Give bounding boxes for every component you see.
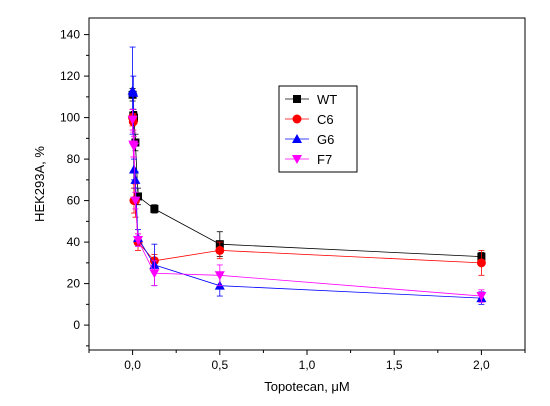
- data-point-c6: [215, 245, 225, 255]
- data-point-f7: [149, 269, 160, 279]
- data-point-f7: [128, 142, 139, 152]
- legend-marker-wt: [293, 95, 301, 103]
- plot-frame: [88, 17, 526, 351]
- data-point-wt: [134, 192, 143, 201]
- x-tick-label: 1,5: [386, 358, 403, 372]
- y-tick-label: 80: [67, 152, 81, 166]
- y-tick-label: 120: [60, 69, 80, 83]
- x-tick-label: 1,0: [299, 358, 316, 372]
- data-point-f7: [214, 271, 225, 281]
- y-tick-label: 20: [67, 277, 81, 291]
- y-tick-label: 60: [67, 194, 81, 208]
- data-point-g6: [130, 174, 141, 184]
- legend-label-f7: F7: [317, 152, 332, 167]
- legend-label-c6: C6: [317, 112, 334, 127]
- data-point-f7: [476, 292, 487, 302]
- x-tick-label: 0,5: [211, 358, 228, 372]
- axes-layer: 0,0 0,5 1,0 1,5 2,0 0 20 40 60 80 100 120 140 Topotec…: [32, 17, 526, 394]
- legend-label-wt: WT: [317, 92, 337, 107]
- data-point-f7: [133, 236, 144, 246]
- data-point-g6: [128, 87, 139, 97]
- y-axis-title: HEK293A, %: [32, 146, 47, 222]
- y-tick-label: 0: [73, 318, 80, 332]
- series-f7: [127, 108, 487, 303]
- x-axis-title: Topotecan, μM: [264, 379, 350, 394]
- data-point-f7: [130, 196, 141, 206]
- legend-box: [278, 85, 358, 173]
- legend-marker-g6: [292, 134, 302, 143]
- x-tick-label: 0,0: [124, 358, 141, 372]
- x-tick-label: 2,0: [473, 358, 490, 372]
- data-point-c6: [476, 258, 486, 268]
- legend-marker-c6: [292, 114, 302, 124]
- data-point-wt: [150, 204, 159, 213]
- data-point-g6: [128, 164, 139, 174]
- legend-marker-f7: [292, 155, 302, 164]
- legend-layer: WT C6 G6 F7: [278, 85, 358, 173]
- legend-label-g6: G6: [317, 132, 334, 147]
- y-tick-label: 100: [60, 111, 80, 125]
- y-tick-label: 40: [67, 235, 81, 249]
- data-point-f7: [127, 115, 138, 125]
- y-tick-label: 140: [60, 28, 80, 42]
- series-layer: [127, 46, 487, 305]
